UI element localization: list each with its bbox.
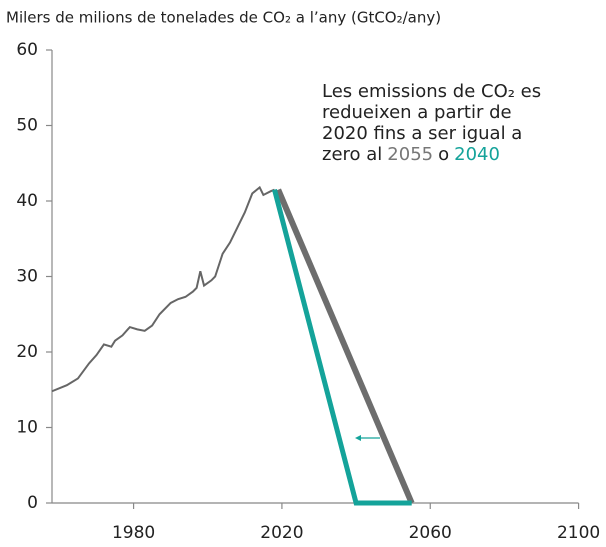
x-tick-label: 2020 [260,523,303,543]
x-tick-label: 2100 [557,523,600,543]
y-tick-label: 20 [16,342,38,362]
chart-title: Milers de milions de tonelades de CO₂ a … [6,9,441,27]
y-tick-label: 0 [27,493,38,513]
y-tick-label: 10 [16,418,38,438]
x-tick-label: 2060 [409,523,452,543]
annotation-line: zero al 2055 o 2040 [322,144,500,165]
y-tick-label: 40 [16,191,38,211]
annotation-part: 2055 [387,144,433,165]
annotation-part: zero al [322,144,382,165]
annotation-line: 2020 fins a ser igual a [322,123,522,144]
line [272,189,412,506]
annotation-line: redueixen a partir de [322,102,512,123]
line [51,185,275,393]
y-tick-label: 60 [16,40,38,60]
x-tick-label: 1980 [112,523,155,543]
line [275,188,415,505]
y-tick-label: 50 [16,116,38,136]
annotation-part: o [438,144,449,165]
y-tick-label: 30 [16,267,38,287]
annotation-part: 2040 [454,144,500,165]
arrow [355,435,380,441]
annotation-line: Les emissions de CO₂ es [322,81,541,102]
